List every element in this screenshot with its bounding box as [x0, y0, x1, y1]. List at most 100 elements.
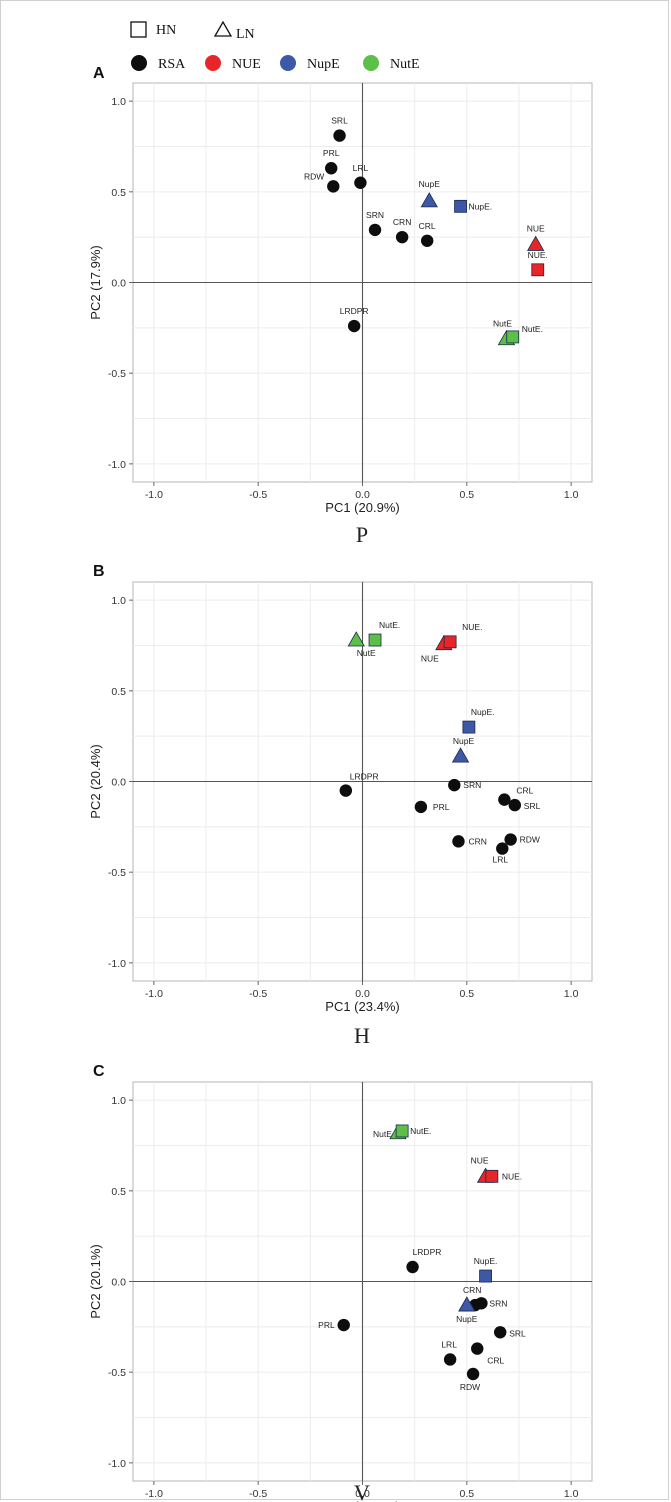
- legend-label-ln: LN: [236, 27, 255, 42]
- point-crl: [420, 234, 434, 247]
- point-lrdpr: [339, 784, 353, 797]
- x-axis-title: PC1 (23.4%): [325, 999, 399, 1014]
- point-label: SRN: [366, 210, 384, 220]
- point-nupe-ln: [420, 192, 438, 208]
- point-nute-hn: [368, 633, 382, 647]
- x-tick-label: 0.5: [460, 988, 475, 1000]
- x-tick-label: 1.0: [564, 489, 579, 501]
- point-label: LRDPR: [350, 772, 379, 782]
- point-nute-hn: [506, 330, 520, 344]
- point-crl: [498, 793, 511, 806]
- point-label: RDW: [460, 1382, 480, 1392]
- panel-caption: P: [356, 522, 368, 547]
- point-nupe-hn: [462, 720, 476, 734]
- panel-tag: A: [93, 65, 105, 82]
- point-label: RDW: [304, 171, 324, 181]
- point-crl: [471, 1342, 484, 1355]
- point-label: NUE.: [462, 622, 482, 632]
- panel-caption: H: [354, 1023, 370, 1048]
- point-label: NupE.: [474, 1256, 498, 1266]
- x-tick-label: 0.5: [460, 489, 475, 501]
- point-label: SRN: [489, 1298, 507, 1308]
- point-srl: [508, 798, 522, 812]
- x-tick-label: -1.0: [145, 988, 163, 1000]
- panel-A: -1.0 -0.5 0.0 0.5 1.0 1.0 0.5 0.0 -0.5 -1.0 PC1 (2…: [88, 65, 593, 547]
- point-prl: [337, 1318, 350, 1332]
- point-label: NupE: [419, 179, 441, 189]
- point-label: NutE: [493, 319, 512, 329]
- x-axis-title: PC1 (20.9%): [325, 500, 399, 515]
- point-nupe-ln: [451, 747, 470, 763]
- point-label: LRDPR: [413, 1247, 442, 1257]
- legend-nute-icon: [363, 55, 379, 71]
- point-nupe-ln: [458, 1296, 476, 1312]
- legend-triangle-icon: [213, 20, 233, 37]
- point-nue-ln: [526, 235, 545, 251]
- x-axis-title: PC1 (23.6%): [325, 1499, 399, 1502]
- y-tick-label: -0.5: [108, 867, 126, 879]
- legend-square-icon: [130, 21, 147, 38]
- x-tick-label: 0.5: [460, 1488, 475, 1500]
- panel-tag: B: [93, 563, 105, 580]
- point-nue-hn: [443, 635, 457, 649]
- point-label: LRDPR: [340, 306, 369, 316]
- x-tick-label: 0.0: [355, 1488, 370, 1500]
- point-lrl: [496, 842, 509, 855]
- point-label: NutE.: [410, 1126, 431, 1136]
- point-label: PRL: [323, 148, 340, 158]
- point-prl: [414, 800, 428, 814]
- point-label: SRL: [509, 1328, 526, 1338]
- x-tick-label: 1.0: [564, 1488, 579, 1500]
- point-lrl: [443, 1353, 457, 1366]
- y-tick-label: -1.0: [108, 459, 126, 471]
- panel-caption: V: [354, 1480, 370, 1502]
- legend-nue-icon: [205, 55, 221, 71]
- y-tick-label: 0.5: [111, 686, 126, 698]
- point-label: LRL: [492, 855, 508, 865]
- point-label: LRL: [441, 1339, 457, 1349]
- x-tick-label: 1.0: [564, 988, 579, 1000]
- legend-label-nupe: NupE: [307, 57, 340, 72]
- y-tick-label: 0.0: [111, 777, 126, 789]
- point-label: NupE.: [469, 201, 493, 211]
- point-label: SRN: [463, 780, 481, 790]
- point-label: NUE: [527, 223, 545, 233]
- point-label: NUE: [421, 654, 439, 664]
- x-tick-label: 0.0: [355, 489, 370, 501]
- x-tick-label: -1.0: [145, 489, 163, 501]
- x-tick-label: -0.5: [249, 489, 267, 501]
- point-label: SRL: [524, 801, 541, 811]
- legend-label-rsa: RSA: [158, 57, 186, 72]
- legend-label-nute: NutE: [390, 57, 420, 72]
- point-lrdpr: [347, 319, 361, 333]
- y-tick-label: -1.0: [108, 1458, 126, 1470]
- point-lrdpr: [406, 1260, 419, 1274]
- point-nute-ln: [347, 631, 365, 647]
- panel-B: -1.0 -0.5 0.0 0.5 1.0 1.0 0.5 0.0 -0.5 -1.0 PC1 (2…: [88, 563, 593, 1048]
- point-label: NutE.: [522, 324, 543, 334]
- point-nue-hn: [485, 1169, 499, 1183]
- point-srn: [448, 778, 461, 792]
- point-label: PRL: [433, 802, 450, 812]
- point-label: NupE.: [471, 707, 495, 717]
- point-nue-hn: [531, 263, 545, 277]
- x-tick-label: -0.5: [249, 1488, 267, 1500]
- legend: HN LN RSA NUE NupE NutE: [130, 20, 420, 72]
- point-nute-hn: [395, 1124, 409, 1138]
- point-crn: [452, 835, 465, 848]
- y-tick-label: -1.0: [108, 958, 126, 970]
- point-lrl: [354, 176, 367, 189]
- point-label: NutE.: [379, 620, 400, 630]
- point-rdw: [466, 1367, 480, 1381]
- point-nupe-hn: [479, 1269, 492, 1283]
- y-tick-label: 0.5: [111, 187, 126, 199]
- point-prl: [325, 162, 338, 175]
- legend-nupe-icon: [280, 55, 296, 71]
- x-tick-label: 0.0: [355, 988, 370, 1000]
- point-label: NUE.: [528, 250, 548, 260]
- y-axis-title: PC2 (20.1%): [88, 1244, 103, 1318]
- point-label: RDW: [520, 835, 540, 845]
- point-label: CRL: [516, 786, 533, 796]
- y-axis-title: PC2 (20.4%): [88, 744, 103, 818]
